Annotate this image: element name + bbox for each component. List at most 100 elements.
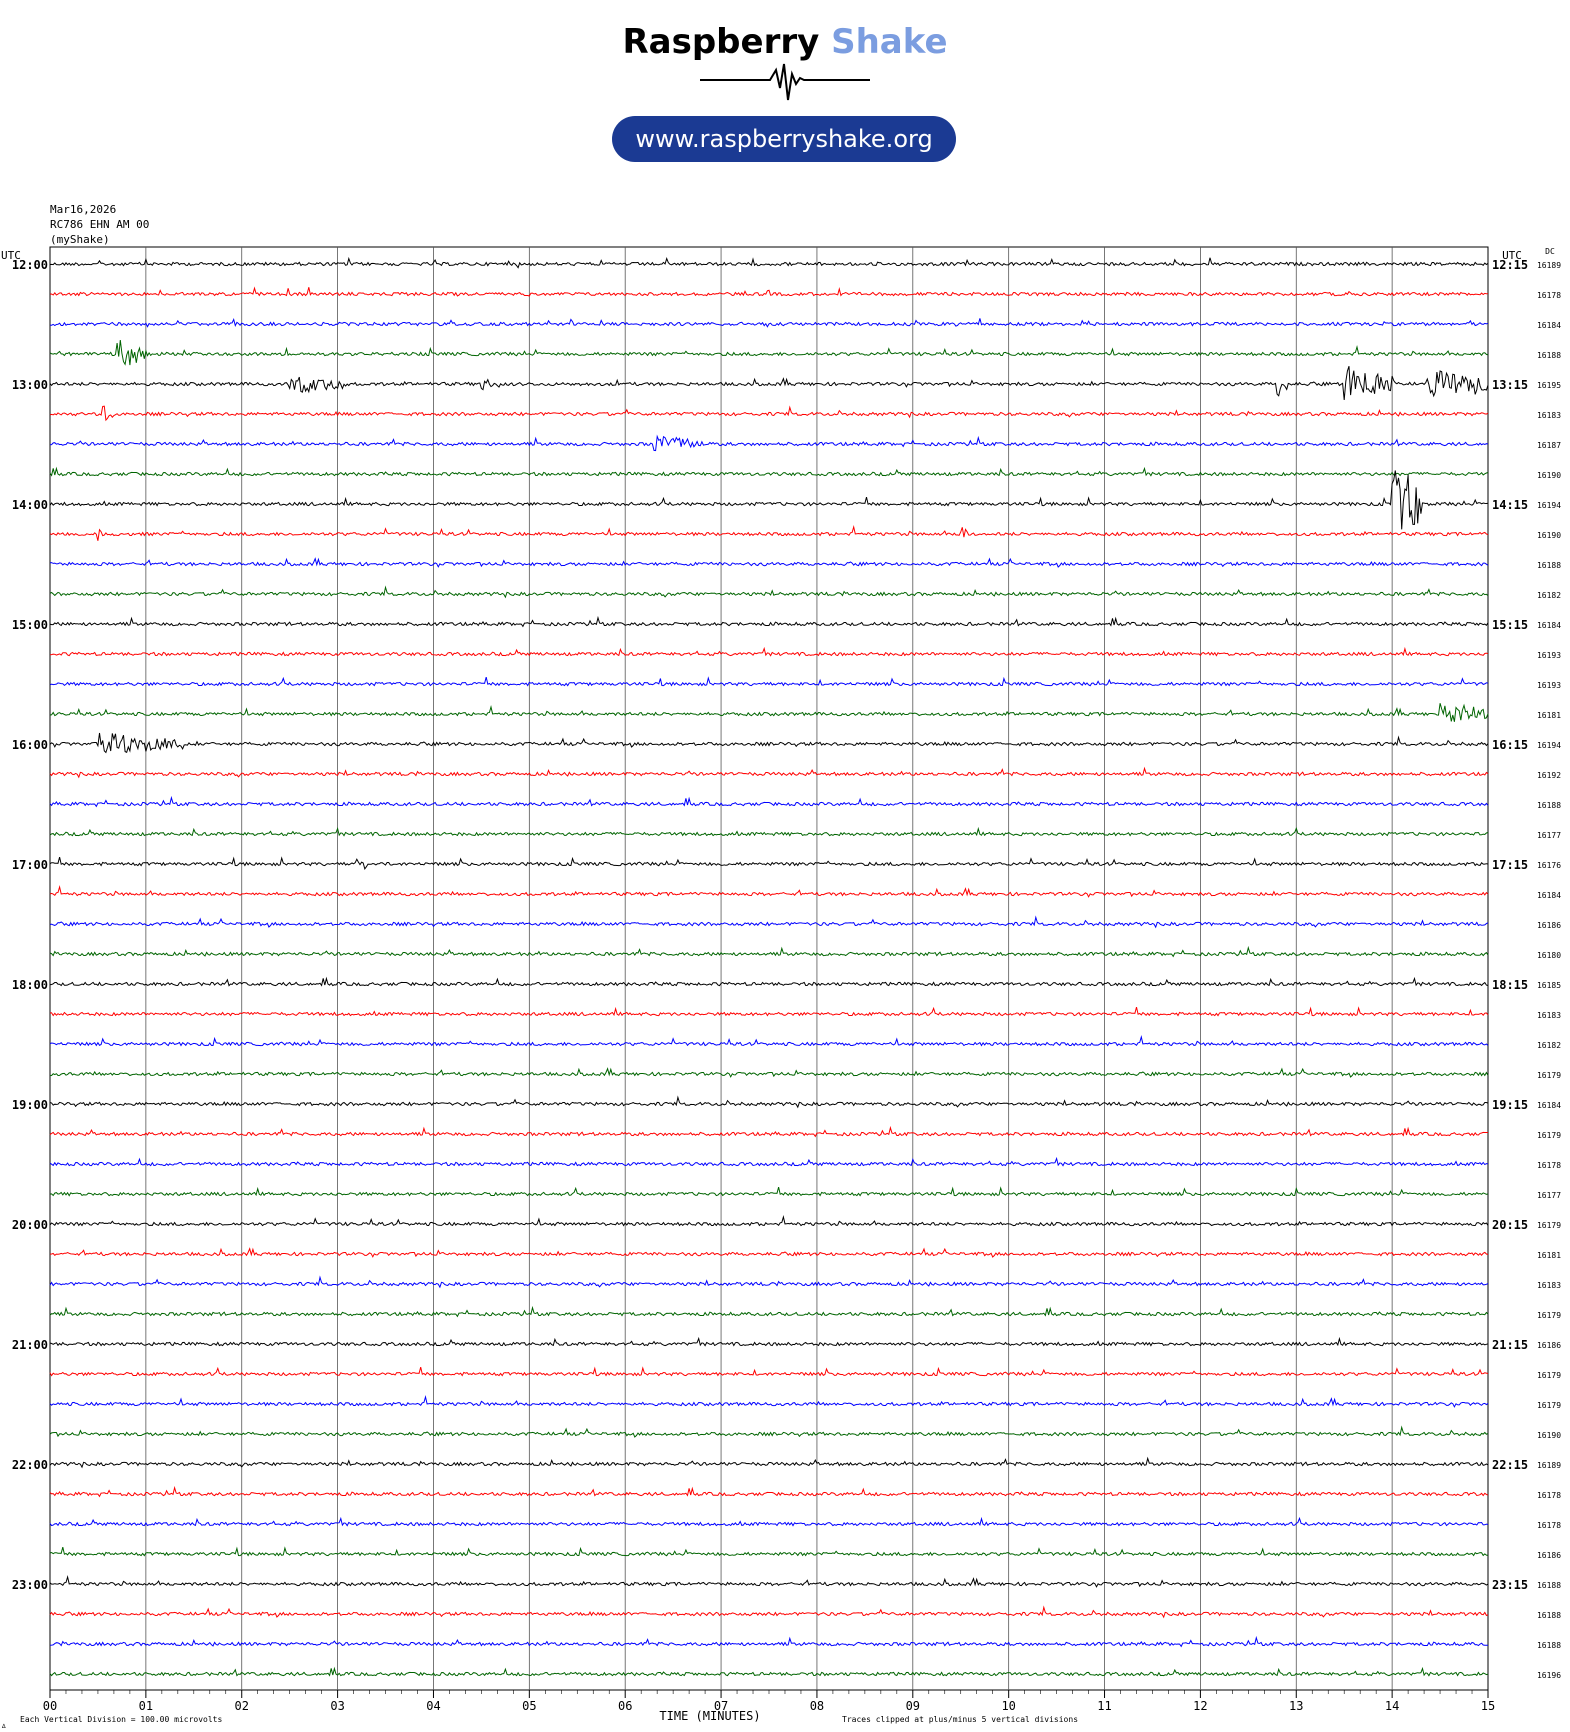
seismic-trace: [49, 1395, 1489, 1408]
dc-value: 16181: [1537, 711, 1561, 720]
clip-note: Traces clipped at plus/minus 5 vertical …: [842, 1715, 1078, 1724]
x-tick-label: 12: [1193, 1699, 1207, 1713]
dc-value: 16178: [1537, 1521, 1561, 1530]
dc-value: 16190: [1537, 531, 1561, 540]
dc-value: 16187: [1537, 441, 1561, 450]
x-tick-label: 15: [1481, 1699, 1495, 1713]
seismic-trace: [49, 405, 1489, 422]
dc-value: 16181: [1537, 1251, 1561, 1260]
dc-value: 16184: [1537, 621, 1561, 630]
seismic-trace: [49, 1125, 1488, 1138]
brand-name: Raspberry: [622, 22, 820, 62]
dc-value: 16184: [1537, 891, 1561, 900]
dc-value: 16188: [1537, 801, 1561, 810]
x-tick-label: 08: [810, 1699, 824, 1713]
seismic-trace: [49, 1575, 1489, 1588]
seismic-trace: [49, 856, 1489, 871]
hour-label-left: 23:00: [12, 1578, 48, 1592]
dc-value: 16184: [1537, 321, 1561, 330]
hour-label-right: 20:15: [1492, 1218, 1528, 1232]
dc-value: 16177: [1537, 1191, 1561, 1200]
x-tick-label: 14: [1385, 1699, 1399, 1713]
dc-value: 16194: [1537, 501, 1561, 510]
dc-value: 16183: [1537, 411, 1561, 420]
seismic-trace: [49, 1425, 1489, 1438]
source-label: (myShake): [50, 233, 110, 246]
seismic-trace: [49, 1336, 1489, 1347]
dc-value: 16189: [1537, 1461, 1561, 1470]
hour-label-left: 16:00: [12, 738, 48, 752]
hour-label-right: 18:15: [1492, 978, 1528, 992]
x-tick-label: 00: [43, 1699, 57, 1713]
seismic-trace: [49, 976, 1489, 987]
seismic-trace: [49, 1275, 1489, 1289]
seismic-trace: [49, 676, 1489, 687]
hour-label-right: 12:15: [1492, 258, 1528, 272]
right-axis-label: UTC: [1502, 249, 1522, 262]
dc-value: 16179: [1537, 1371, 1561, 1380]
seismic-trace: [49, 1546, 1489, 1557]
x-tick-label: 11: [1097, 1699, 1111, 1713]
seismic-trace: [49, 1186, 1489, 1197]
seismic-trace: [49, 1605, 1489, 1619]
seismic-trace: [49, 1067, 1489, 1078]
hour-label-right: 19:15: [1492, 1098, 1528, 1112]
seismic-trace: [49, 945, 1489, 958]
dc-value: 16182: [1537, 1041, 1561, 1050]
hour-label-right: 16:15: [1492, 738, 1528, 752]
dc-value: 16178: [1537, 291, 1561, 300]
seismic-trace: [49, 1006, 1489, 1017]
x-tick-label: 02: [235, 1699, 249, 1713]
x-tick-label: 01: [139, 1699, 153, 1713]
dc-value: 16179: [1537, 1311, 1561, 1320]
seismic-trace: [49, 1485, 1489, 1498]
left-axis-label: UTC: [1, 249, 21, 262]
dc-value: 16185: [1537, 981, 1561, 990]
hour-label-left: 22:00: [12, 1458, 48, 1472]
seismic-trace: [49, 1156, 1489, 1167]
seismic-trace: [49, 318, 1489, 328]
seismic-trace: [49, 1666, 1489, 1677]
dc-value: 16179: [1537, 1221, 1561, 1230]
seismic-trace: [49, 366, 1489, 400]
dc-value: 16176: [1537, 861, 1561, 870]
seismic-trace: [49, 615, 1489, 628]
dc-value: 16186: [1537, 921, 1561, 930]
seismic-trace: [49, 557, 1489, 568]
seismic-trace: [49, 1247, 1489, 1258]
dc-value: 16190: [1537, 1431, 1561, 1440]
seismic-trace: [49, 1635, 1489, 1648]
seismic-trace: [49, 340, 1489, 366]
dc-value: 16188: [1537, 561, 1561, 570]
dc-value: 16188: [1537, 351, 1561, 360]
x-tick-label: 05: [522, 1699, 536, 1713]
hour-label-left: 12:00: [12, 258, 48, 272]
seismic-trace: [49, 470, 1489, 530]
hour-label-left: 13:00: [12, 378, 48, 392]
dc-value: 16184: [1537, 1101, 1561, 1110]
seismic-trace: [49, 1095, 1489, 1109]
seismogram-logo-icon: [700, 63, 870, 101]
seismic-trace: [49, 525, 1489, 541]
dc-value: 16186: [1537, 1551, 1561, 1560]
hour-label-right: 14:15: [1492, 498, 1528, 512]
dc-value: 16186: [1537, 1341, 1561, 1350]
seismic-trace: [49, 466, 1489, 477]
date-label: Mar16,2026: [50, 203, 117, 216]
seismic-trace: [49, 1215, 1489, 1227]
dc-value: 16180: [1537, 951, 1561, 960]
seismic-trace: [49, 1305, 1489, 1318]
seismic-trace: [49, 1366, 1489, 1377]
dc-value: 16195: [1537, 381, 1561, 390]
website-link[interactable]: www.raspberryshake.org: [612, 116, 956, 162]
dc-label: DC: [1545, 247, 1555, 256]
hour-label-right: 17:15: [1492, 858, 1528, 872]
dc-value: 16188: [1537, 1641, 1561, 1650]
scale-note: Each Vertical Division = 100.00 microvol…: [20, 1715, 222, 1724]
hour-label-right: 15:15: [1492, 618, 1528, 632]
x-tick-label: 07: [714, 1699, 728, 1713]
dc-value: 16179: [1537, 1131, 1561, 1140]
x-tick-label: 10: [1001, 1699, 1015, 1713]
seismic-trace: [49, 1456, 1489, 1469]
